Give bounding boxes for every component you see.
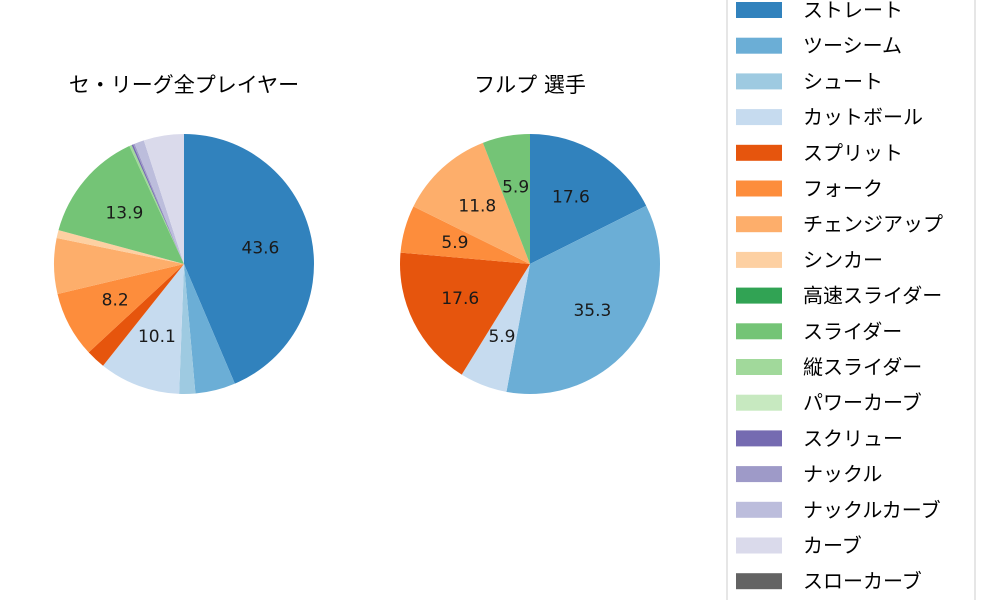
slice-label-1-6: 5.9	[502, 177, 529, 197]
legend-label-8: 高速スライダー	[803, 284, 942, 308]
legend-swatch-6	[736, 216, 782, 233]
legend-label-1: ツーシーム	[803, 34, 902, 58]
pie-slice-1-2	[461, 264, 530, 392]
legend-label-7: シンカー	[803, 248, 883, 272]
pie-slice-0-3	[103, 264, 184, 394]
pie-slice-0-4	[88, 264, 184, 366]
pie-slice-0-1	[184, 264, 235, 394]
legend-label-10: 縦スライダー	[803, 355, 922, 379]
legend-label-0: ストレート	[803, 0, 903, 22]
pie-slice-0-9	[129, 145, 184, 264]
legend-swatch-16	[736, 573, 782, 590]
pie-slice-0-0	[184, 134, 315, 384]
legend-swatch-8	[736, 287, 782, 304]
legend-label-13: ナックル	[803, 462, 882, 486]
legend-swatch-3	[736, 109, 782, 126]
pie-slice-1-3	[399, 252, 530, 375]
pie-slice-0-13	[143, 134, 184, 264]
legend-swatch-5	[736, 180, 782, 197]
legend-label-16: スローカーブ	[803, 569, 922, 593]
slice-label-1-5: 11.8	[458, 196, 496, 216]
pie-slice-0-2	[179, 264, 196, 395]
slice-label-0-8: 13.9	[105, 204, 143, 224]
legend: ストレートツーシームシュートカットボールスプリットフォークチェンジアップシンカー…	[726, 0, 976, 600]
legend-label-2: シュート	[803, 69, 883, 93]
legend-label-9: スライダー	[803, 319, 902, 343]
legend-swatch-10	[736, 359, 782, 375]
pie-player: フルプ 選手 17.6 35.3 5.9 17.6 5.9 11.8 5.9	[399, 73, 661, 395]
chart-title-league: セ・リーグ全プレイヤー	[69, 73, 299, 97]
legend-swatch-2	[736, 73, 782, 90]
legend-swatch-9	[736, 323, 782, 340]
slice-label-0-0: 43.6	[242, 238, 280, 258]
pie-slice-0-5	[57, 264, 184, 353]
pie-slice-1-1	[506, 205, 661, 395]
pie-slice-1-0	[530, 134, 647, 264]
legend-swatch-14	[736, 501, 782, 518]
legend-label-11: パワーカーブ	[803, 391, 922, 415]
legend-label-4: スプリット	[803, 141, 903, 165]
pie-slice-1-5	[413, 142, 530, 264]
legend-frame	[726, 0, 976, 600]
legend-label-12: スクリュー	[803, 426, 903, 450]
pie-slice-0-12	[134, 140, 184, 264]
legend-label-6: チェンジアップ	[803, 212, 943, 236]
slice-label-1-3: 17.6	[441, 289, 479, 309]
legend-swatch-15	[736, 537, 782, 554]
slice-label-1-2: 5.9	[488, 327, 515, 347]
legend-swatch-11	[736, 394, 782, 411]
slice-label-1-0: 17.6	[552, 188, 590, 208]
legend-swatch-1	[736, 37, 782, 54]
pie-league-all-players: セ・リーグ全プレイヤー 43.6 10.1 8.2 13.9	[54, 73, 315, 395]
pie-slice-1-4	[400, 206, 530, 264]
legend-swatch-0	[736, 2, 782, 18]
pie-slice-0-6	[54, 238, 185, 294]
legend-label-3: カットボール	[803, 105, 923, 129]
chart-title-player: フルプ 選手	[474, 73, 586, 97]
legend-label-15: カーブ	[803, 534, 862, 558]
slice-label-1-1: 35.3	[573, 301, 611, 321]
legend-swatch-12	[736, 430, 782, 447]
legend-swatch-7	[736, 251, 782, 268]
slice-label-0-5: 8.2	[102, 291, 129, 311]
slice-label-1-4: 5.9	[441, 233, 468, 253]
pie-slice-1-6	[482, 134, 530, 264]
pie-slice-0-8	[58, 146, 184, 264]
slice-label-0-3: 10.1	[138, 327, 176, 347]
legend-swatch-13	[736, 466, 782, 483]
legend-label-5: フォーク	[803, 177, 883, 201]
pie-slice-0-11	[133, 143, 184, 264]
pie-slice-0-10	[131, 144, 184, 264]
legend-label-14: ナックルカーブ	[803, 498, 941, 522]
pie-slice-0-7	[56, 230, 185, 264]
legend-swatch-4	[736, 144, 782, 161]
